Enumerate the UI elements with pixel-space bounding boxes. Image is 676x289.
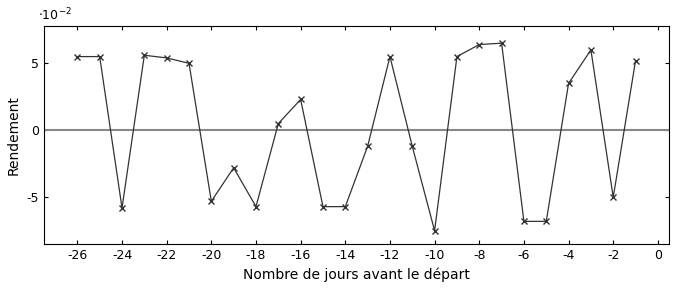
X-axis label: Nombre de jours avant le départ: Nombre de jours avant le départ (243, 268, 470, 282)
Text: $\cdot10^{-2}$: $\cdot10^{-2}$ (38, 7, 72, 24)
Y-axis label: Rendement: Rendement (7, 95, 21, 175)
